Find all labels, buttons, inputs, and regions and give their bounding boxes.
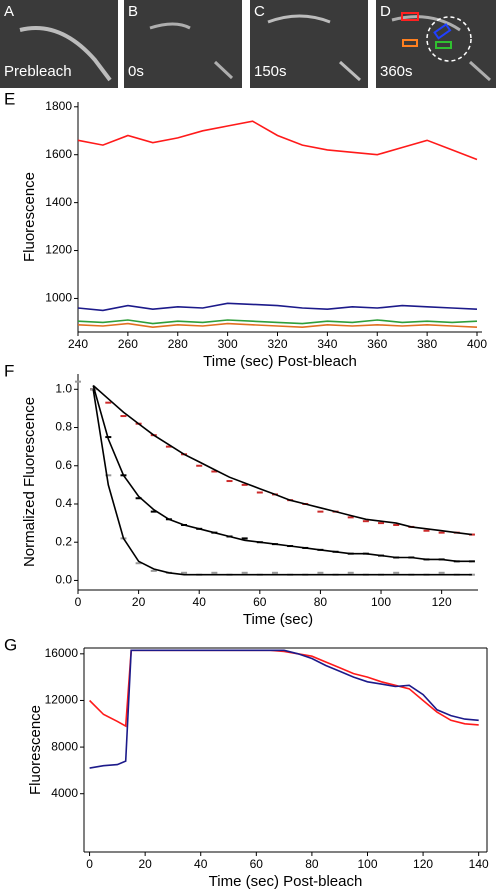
x-tick-label: 300 <box>218 337 238 351</box>
series-line <box>77 319 478 325</box>
fit-line <box>92 385 472 563</box>
y-axis-label: Normalized Fluorescence <box>21 397 38 567</box>
panel-letter: B <box>128 3 138 20</box>
y-tick-label: 16000 <box>45 646 79 660</box>
panel-label: F <box>4 361 14 380</box>
x-axis-label: Time (sec) <box>243 611 313 628</box>
panel-letter: C <box>254 3 265 20</box>
panel-letter: A <box>4 3 14 20</box>
x-axis-label: Time (sec) Post-bleach <box>209 873 363 890</box>
x-tick-label: 20 <box>138 857 152 871</box>
y-tick-label: 0.8 <box>55 420 72 434</box>
x-axis-label: Time (sec) Post-bleach <box>203 353 357 370</box>
caption: 150s <box>254 63 287 80</box>
x-tick-label: 100 <box>371 595 391 609</box>
y-tick-label: 1.0 <box>55 381 72 395</box>
x-tick-label: 0 <box>75 595 82 609</box>
fit-line <box>92 384 472 536</box>
x-tick-label: 240 <box>68 337 88 351</box>
x-tick-label: 400 <box>467 337 487 351</box>
panel-label: E <box>4 89 15 108</box>
x-tick-label: 20 <box>132 595 146 609</box>
x-tick-label: 340 <box>317 337 337 351</box>
x-tick-label: 60 <box>253 595 267 609</box>
series-line <box>89 649 479 728</box>
caption: Prebleach <box>4 63 72 80</box>
series-line <box>89 649 479 769</box>
y-tick-label: 1400 <box>45 195 72 209</box>
series-line <box>77 302 478 312</box>
x-tick-label: 360 <box>367 337 387 351</box>
y-tick-label: 0.6 <box>55 458 72 472</box>
series-line <box>77 120 478 161</box>
x-tick-label: 40 <box>193 595 207 609</box>
y-tick-label: 0.4 <box>55 496 72 510</box>
x-tick-label: 380 <box>417 337 437 351</box>
x-tick-label: 140 <box>469 857 489 871</box>
series-line <box>77 322 478 329</box>
y-axis-label: Fluorescence <box>21 172 38 262</box>
panel-letter: D <box>380 3 391 20</box>
image-b: B 0s <box>124 0 242 88</box>
y-tick-label: 8000 <box>51 739 78 753</box>
x-tick-label: 320 <box>267 337 287 351</box>
y-tick-label: 1800 <box>45 99 72 113</box>
image-c: C 150s <box>250 0 368 88</box>
x-tick-label: 260 <box>118 337 138 351</box>
caption: 360s <box>380 63 413 80</box>
x-tick-label: 80 <box>305 857 319 871</box>
y-axis-label: Fluorescence <box>27 705 44 795</box>
x-tick-label: 280 <box>168 337 188 351</box>
x-tick-label: 0 <box>86 857 93 871</box>
y-tick-label: 4000 <box>51 786 78 800</box>
y-tick-label: 0.0 <box>55 573 72 587</box>
x-tick-label: 120 <box>413 857 433 871</box>
y-tick-label: 1200 <box>45 243 72 257</box>
y-tick-label: 1600 <box>45 147 72 161</box>
x-tick-label: 100 <box>357 857 377 871</box>
y-tick-label: 12000 <box>45 693 79 707</box>
x-tick-label: 120 <box>432 595 452 609</box>
y-tick-label: 0.2 <box>55 534 72 548</box>
image-d: D 360s <box>376 0 496 88</box>
panel-label: G <box>4 635 17 654</box>
x-tick-label: 40 <box>194 857 208 871</box>
y-tick-label: 1000 <box>45 291 72 305</box>
caption: 0s <box>128 63 144 80</box>
image-a: A Prebleach <box>0 0 118 88</box>
x-tick-label: 80 <box>314 595 328 609</box>
x-tick-label: 60 <box>250 857 264 871</box>
fit-line <box>92 389 472 576</box>
